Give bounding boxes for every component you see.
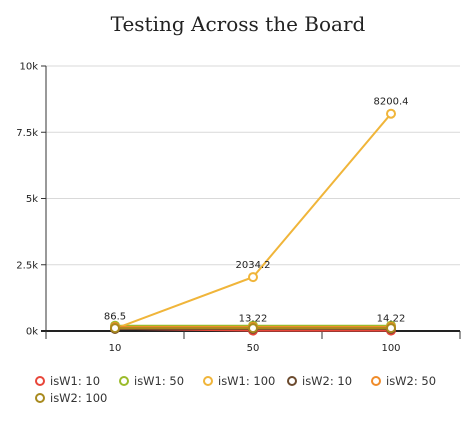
legend-label: isW2: 10 bbox=[302, 374, 352, 388]
y-tick-label: 2.5k bbox=[16, 260, 38, 271]
y-tick-label: 7.5k bbox=[16, 128, 38, 139]
x-tick-label: 10 bbox=[109, 343, 122, 354]
legend-item: isW2: 10 bbox=[287, 374, 352, 388]
data-point bbox=[386, 323, 396, 334]
legend-label: isW2: 100 bbox=[50, 391, 107, 405]
data-label: 14.22 bbox=[377, 314, 406, 325]
series-line bbox=[114, 113, 392, 330]
legend-item: isW2: 100 bbox=[35, 391, 107, 405]
chart-title: Testing Across the Board bbox=[110, 12, 366, 36]
data-label: 8200.4 bbox=[374, 97, 409, 108]
data-point bbox=[248, 323, 258, 334]
legend-swatch bbox=[35, 376, 45, 386]
data-point bbox=[110, 323, 120, 334]
legend-swatch bbox=[119, 376, 129, 386]
legend-swatch bbox=[203, 376, 213, 386]
y-tick-label: 0k bbox=[26, 327, 38, 338]
legend-label: isW2: 50 bbox=[386, 374, 436, 388]
data-label: 13.22 bbox=[239, 314, 268, 325]
legend-label: isW1: 10 bbox=[50, 374, 100, 388]
data-point bbox=[248, 272, 258, 283]
data-label: 2034.2 bbox=[236, 260, 271, 271]
x-tick-label: 100 bbox=[381, 343, 400, 354]
y-tick-label: 10k bbox=[19, 62, 38, 73]
legend-label: isW1: 50 bbox=[134, 374, 184, 388]
legend-swatch bbox=[371, 376, 381, 386]
legend-swatch bbox=[287, 376, 297, 386]
legend-item: isW2: 50 bbox=[371, 374, 436, 388]
data-label: 86.5 bbox=[104, 312, 126, 323]
legend-item: isW1: 50 bbox=[119, 374, 184, 388]
legend-swatch bbox=[35, 393, 45, 403]
legend-item: isW1: 100 bbox=[203, 374, 275, 388]
x-tick-label: 50 bbox=[247, 343, 260, 354]
data-point bbox=[386, 108, 396, 119]
y-tick-label: 5k bbox=[26, 194, 38, 205]
legend-item: isW1: 10 bbox=[35, 374, 100, 388]
legend-label: isW1: 100 bbox=[218, 374, 275, 388]
